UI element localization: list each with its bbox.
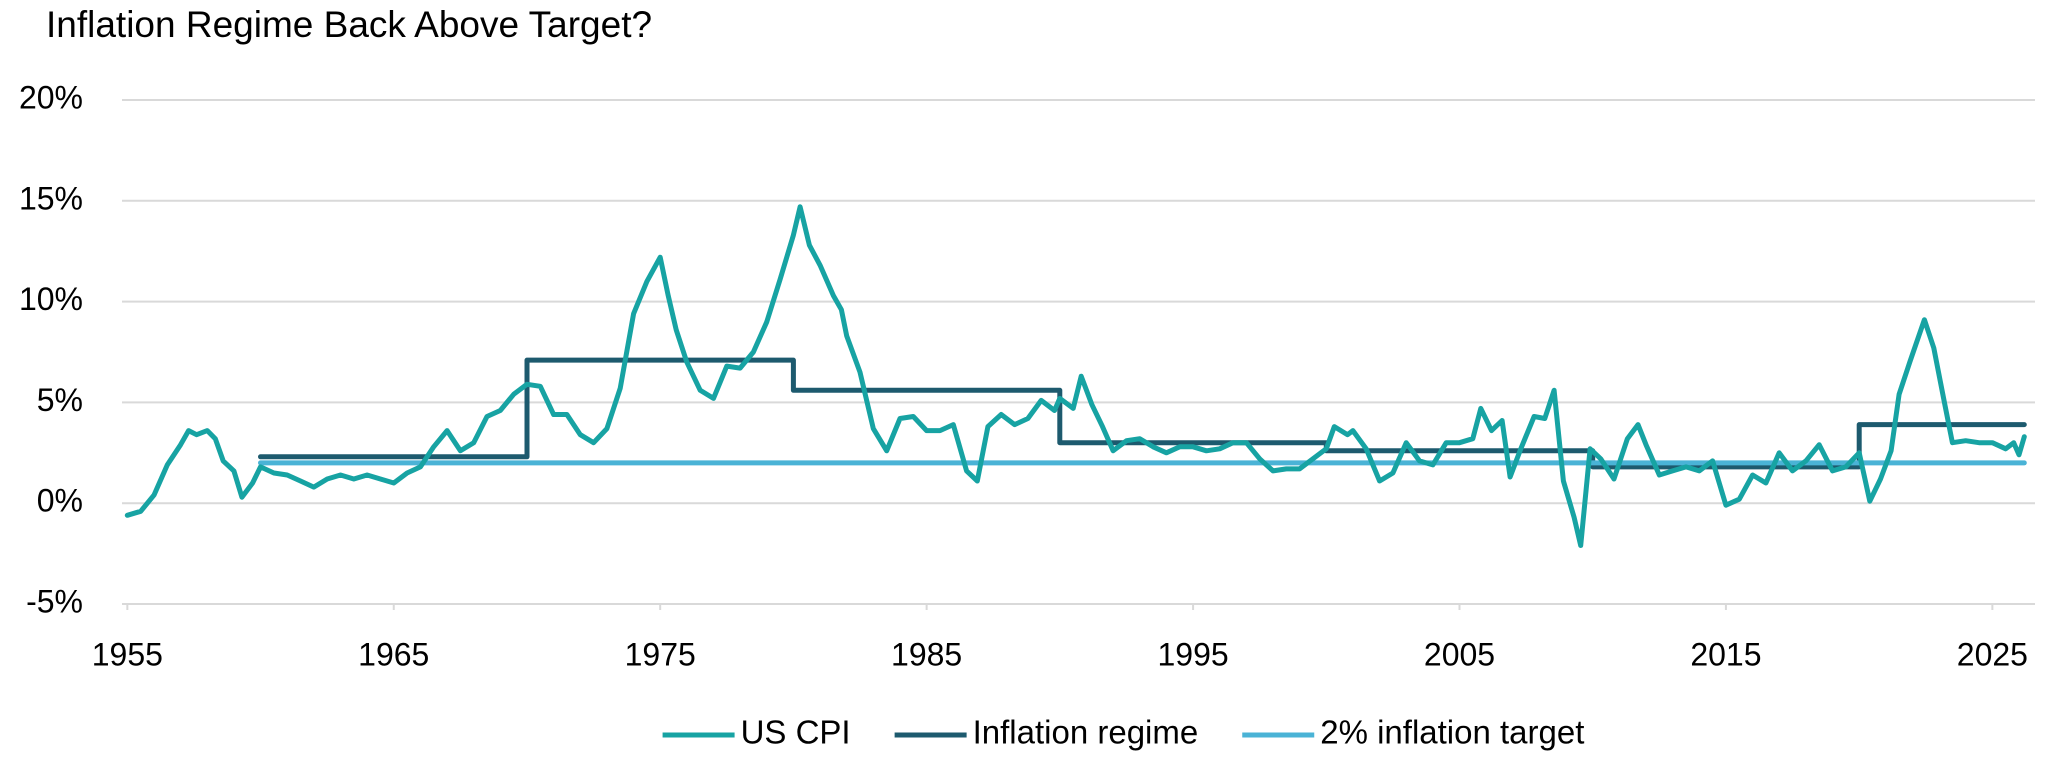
x-tick-label: 2005	[1424, 636, 1495, 672]
legend-label: Inflation regime	[973, 714, 1199, 751]
y-tick-label: 5%	[37, 382, 83, 418]
x-tick-label: 1985	[891, 636, 962, 672]
y-tick-label: 10%	[19, 281, 83, 317]
y-tick-label: 15%	[19, 180, 83, 216]
y-tick-label: 0%	[37, 483, 83, 519]
x-tick-label: 2025	[1957, 636, 2028, 672]
series-line	[124, 204, 2027, 548]
x-tick-label: 1995	[1157, 636, 1228, 672]
chart-title: Inflation Regime Back Above Target?	[46, 4, 652, 45]
x-tick-label: 1965	[358, 636, 429, 672]
x-tick-label: 1975	[625, 636, 696, 672]
legend-label: US CPI	[741, 714, 851, 751]
y-tick-label: -5%	[26, 583, 83, 619]
series-line	[258, 357, 2027, 470]
x-tick-label: 2015	[1690, 636, 1761, 672]
x-tick-label: 1955	[92, 636, 163, 672]
legend-label: 2% inflation target	[1320, 714, 1584, 751]
y-tick-label: 20%	[19, 79, 83, 115]
